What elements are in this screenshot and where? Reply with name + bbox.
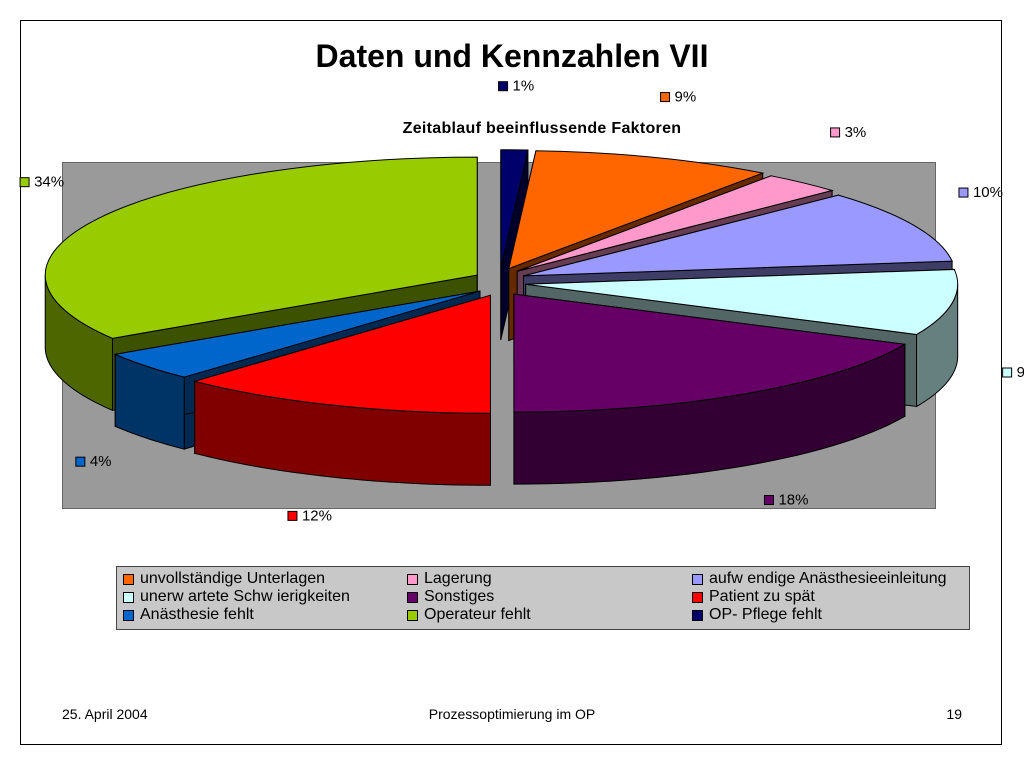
legend-label: Operateur fehlt	[424, 606, 531, 623]
legend-item-unvollstandige-unterlagen: unvollständige Unterlagen	[123, 570, 325, 588]
legend-swatch	[123, 591, 134, 603]
pie-slice-patient-zu-spat	[192, 294, 491, 486]
slide-title: Daten und Kennzahlen VII	[315, 38, 709, 74]
data-label-swatch	[660, 92, 671, 103]
data-label-swatch	[75, 456, 86, 467]
data-label-unerw-artete-schw-ierigkeiten: 9%	[1017, 364, 1024, 381]
chart-title: Zeitablauf beeinflussende Faktoren	[402, 120, 682, 137]
legend-item-anasthesie-fehlt: Anästhesie fehlt	[123, 606, 254, 624]
legend-label: aufw endige Anästhesieeinleitung	[709, 570, 947, 587]
data-label-patient-zu-spat: 12%	[302, 507, 332, 524]
data-label-unvollstandige-unterlagen: 9%	[675, 89, 697, 106]
legend-label: unerw artete Schw ierigkeiten	[140, 588, 350, 605]
data-label-swatch	[763, 495, 774, 506]
legend-swatch	[407, 573, 418, 585]
data-label-aufw-endige-anasthesieeinleitung: 10%	[973, 184, 1003, 201]
legend-item-operateur-fehlt: Operateur fehlt	[407, 606, 531, 624]
data-label-sonstiges: 18%	[778, 492, 808, 509]
data-label-swatch	[958, 187, 969, 198]
data-label-lagerung: 3%	[845, 124, 867, 141]
legend-swatch	[123, 609, 134, 621]
legend-swatch	[123, 573, 134, 585]
legend-item-unerw-artete-schw-ierigkeiten: unerw artete Schw ierigkeiten	[123, 588, 350, 606]
legend-swatch	[407, 609, 418, 621]
footer-date: 25. April 2004	[62, 706, 148, 722]
data-label-op-pflege-fehlt: 1%	[513, 78, 535, 95]
legend-label: unvollständige Unterlagen	[140, 570, 326, 587]
legend-item-aufw-endige-anasthesieeinleitung: aufw endige Anästhesieeinleitung	[692, 570, 947, 588]
legend-label: Patient zu spät	[709, 588, 815, 605]
legend-swatch	[692, 573, 703, 585]
footer-title: Prozessoptimierung im OP	[428, 706, 596, 722]
legend-item-patient-zu-spat: Patient zu spät	[692, 588, 815, 606]
page-number: 19	[946, 706, 962, 722]
data-label-swatch	[287, 510, 298, 521]
legend-swatch	[407, 591, 418, 603]
legend-swatch	[692, 591, 703, 603]
legend-item-sonstiges: Sonstiges	[407, 588, 494, 606]
data-label-swatch	[1002, 367, 1013, 378]
data-label-swatch	[19, 177, 30, 188]
legend-item-op-pflege-fehlt: OP- Pflege fehlt	[692, 606, 822, 624]
legend-label: OP- Pflege fehlt	[709, 606, 822, 623]
legend-label: Sonstiges	[424, 588, 495, 605]
data-label-swatch	[830, 127, 841, 138]
legend-label: Anästhesie fehlt	[140, 606, 254, 623]
legend-label: Lagerung	[424, 570, 492, 587]
data-label-anasthesie-fehlt: 4%	[90, 453, 112, 470]
legend-item-lagerung: Lagerung	[407, 570, 492, 588]
data-label-operateur-fehlt: 34%	[34, 174, 64, 191]
data-label-swatch	[498, 81, 509, 92]
pie-slice-sonstiges	[513, 293, 907, 485]
legend-swatch	[692, 609, 703, 621]
chart-legend: unvollständige Unterlagen Lagerung aufw en…	[116, 566, 970, 630]
